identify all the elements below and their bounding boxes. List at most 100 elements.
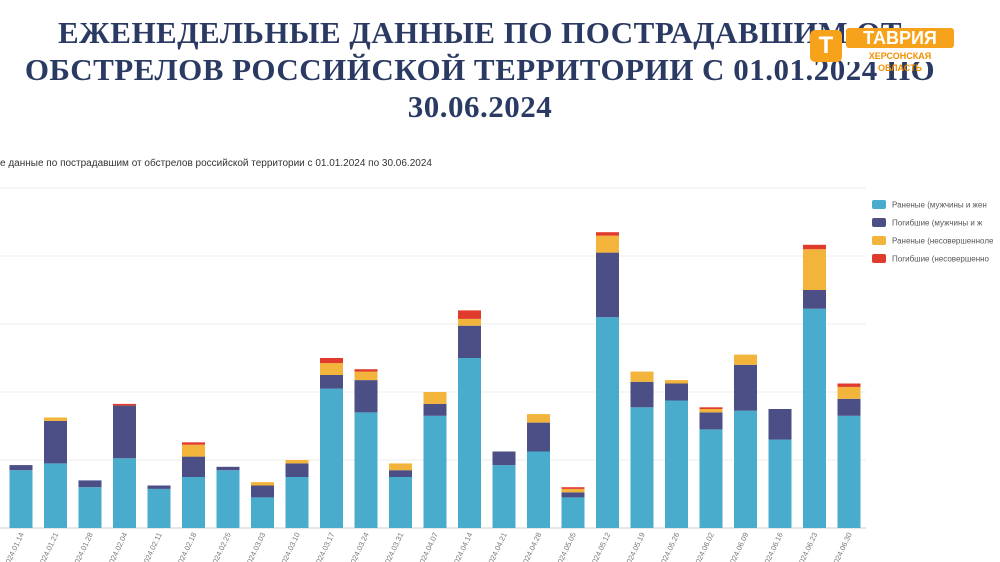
bar-segment	[285, 477, 309, 528]
bar-segment	[216, 466, 240, 471]
x-tick-label: 2024.05.26	[657, 531, 681, 562]
legend-swatch	[872, 218, 886, 228]
bar-segment	[423, 415, 447, 528]
bar-segment	[492, 465, 516, 528]
bar-segment	[389, 463, 412, 471]
legend-item[interactable]: Погибшие (несовершенно	[872, 250, 1000, 266]
bar-segment	[354, 412, 378, 528]
stacked-bar-chart: 2024.01.14 2024.01.21 2024.01.28 2024.02.04…	[0, 187, 866, 562]
bar-segment	[113, 458, 136, 528]
bar-segment	[320, 388, 343, 528]
bar-segment	[113, 403, 136, 406]
bar-segment	[665, 380, 688, 384]
x-tick-label: 2024.06.23	[795, 531, 819, 562]
bar-segment	[458, 358, 481, 528]
bar-segment	[803, 249, 826, 290]
bar-segment	[527, 451, 550, 528]
bar-segment	[527, 414, 550, 423]
x-tick-label: 2024.01.28	[71, 531, 95, 562]
legend-item[interactable]: Раненые (мужчины и жен	[872, 196, 1000, 212]
x-tick-label: 2024.03.31	[381, 531, 405, 562]
bar-segment	[320, 363, 343, 375]
bar-segment	[458, 318, 481, 326]
bar-segment	[182, 444, 205, 457]
bar-segment	[423, 392, 447, 404]
x-tick-label: 2024.06.02	[692, 531, 716, 562]
x-tick-label: 2024.02.25	[209, 531, 233, 562]
bar-segment	[630, 407, 654, 528]
bar-segment	[147, 488, 171, 528]
bar-segment	[389, 470, 412, 477]
legend-label: Погибшие (несовершенно	[892, 254, 990, 264]
x-tick-label: 2024.03.24	[347, 531, 371, 562]
bar-segment	[285, 460, 309, 464]
x-tick-label: 2024.06.16	[761, 531, 785, 562]
bar-segment	[630, 371, 654, 382]
x-tick-label: 2024.02.11	[140, 531, 164, 562]
bar-segment	[458, 310, 481, 319]
legend-item[interactable]: Раненые (несовершенноле	[872, 232, 1000, 248]
bar-segment	[389, 477, 412, 528]
legend-swatch	[872, 254, 886, 264]
logo-name: ТАВРИЯ	[846, 28, 954, 48]
bar-segment	[699, 407, 723, 409]
bar-segment	[596, 232, 619, 236]
bar-segment	[596, 235, 619, 253]
bar-segment	[768, 409, 792, 440]
legend-item[interactable]: Погибшие (мужчины и ж	[872, 214, 1000, 230]
bar-segment	[665, 383, 688, 401]
bar-segment	[147, 485, 171, 489]
legend-label: Погибшие (мужчины и ж	[892, 218, 983, 228]
bar-segment	[182, 442, 205, 445]
bar-segment	[182, 477, 205, 528]
bar-segment	[216, 470, 240, 528]
bar-segment	[803, 308, 826, 528]
x-tick-label: 2024.02.18	[174, 531, 198, 562]
chart-legend: Раненые (мужчины и жен Погибшие (мужчины …	[872, 196, 1000, 268]
bar-segment	[113, 405, 136, 459]
bar-segment	[9, 470, 33, 528]
title-line-2: ОБСТРЕЛОВ РОССИЙСКОЙ ТЕРРИТОРИИ С 01.01.…	[24, 52, 936, 87]
title-line-1: ЕЖЕНЕДЕЛЬНЫЕ ДАННЫЕ ПО ПОСТРАДАВШИМ ОТ	[57, 15, 903, 50]
bar-segment	[596, 252, 619, 318]
x-tick-label: 2024.02.04	[105, 531, 129, 562]
bar-segment	[803, 290, 826, 309]
logo-square-icon	[810, 30, 842, 62]
bar-segment	[527, 422, 550, 452]
bar-segment	[354, 369, 378, 372]
x-tick-label: 2024.04.07	[416, 531, 440, 562]
bar-segment	[561, 497, 585, 528]
bar-segment	[285, 463, 309, 477]
bar-segment	[44, 417, 67, 421]
bar-segment	[665, 400, 688, 528]
bar-segment	[734, 354, 757, 365]
bar-segment	[492, 451, 516, 466]
legend-swatch	[872, 200, 886, 210]
x-tick-label: 2024.01.21	[36, 531, 60, 562]
x-tick-label: 2024.03.17	[312, 531, 336, 562]
bar-segment	[561, 487, 585, 489]
x-tick-label: 2024.06.09	[726, 531, 750, 562]
bar-segment	[768, 439, 792, 528]
bar-segment	[251, 497, 274, 528]
bar-segment	[561, 488, 585, 493]
page-title: ЕЖЕНЕДЕЛЬНЫЕ ДАННЫЕ ПО ПОСТРАДАВШИМ ОТ О…	[0, 14, 960, 125]
legend-label: Раненые (мужчины и жен	[892, 200, 987, 210]
bar-segment	[837, 383, 861, 387]
bar-segment	[182, 456, 205, 477]
x-tick-label: 2024.03.03	[243, 531, 267, 562]
bar-segment	[354, 380, 378, 413]
legend-label: Раненые (несовершенноле	[892, 236, 994, 246]
bar-segment	[837, 386, 861, 399]
bar-segment	[630, 381, 654, 408]
bar-segment	[596, 317, 619, 528]
bar-segment	[78, 487, 102, 528]
x-tick-label: 2024.06.30	[830, 531, 854, 562]
x-tick-label: 2024.05.05	[554, 531, 578, 562]
bar-segment	[78, 480, 102, 488]
bar-segment	[354, 371, 378, 381]
bar-segment	[44, 463, 67, 528]
bar-segment	[44, 420, 67, 464]
x-tick-label: 2024.04.14	[450, 531, 474, 562]
bar-segment	[561, 492, 585, 498]
